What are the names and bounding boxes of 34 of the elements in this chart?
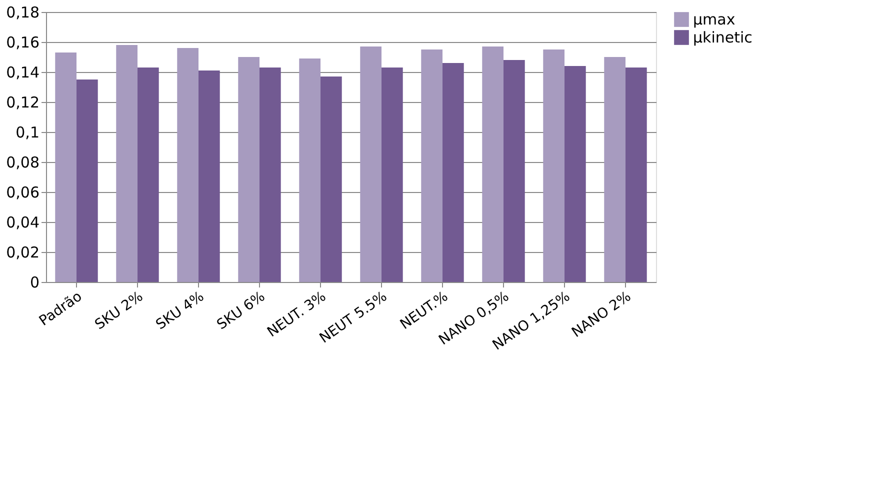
y-tick-label: 0,12 — [6, 94, 40, 112]
bar — [238, 57, 260, 282]
y-tick-label: 0,06 — [6, 184, 40, 202]
bar — [382, 68, 403, 282]
y-tick-label: 0,02 — [6, 244, 40, 262]
y-tick-label: 0,08 — [6, 154, 40, 172]
bar — [564, 66, 586, 282]
bar — [543, 50, 564, 282]
y-tick-label: 0,1 — [16, 124, 40, 142]
x-tick-label: SKU 2% — [92, 288, 146, 334]
bar — [76, 80, 98, 282]
y-tick-label: 0,04 — [6, 214, 40, 232]
y-tick-label: 0,16 — [6, 34, 40, 52]
bar — [482, 46, 504, 282]
bar — [421, 50, 442, 282]
bar — [504, 60, 525, 282]
bar — [198, 70, 220, 282]
bar — [260, 68, 281, 282]
bar — [604, 57, 626, 282]
y-tick-label: 0,18 — [6, 4, 40, 22]
x-tick-label: SKU 4% — [153, 288, 208, 334]
bar — [177, 48, 198, 282]
bar — [116, 45, 138, 282]
legend-label: µmax — [693, 10, 736, 28]
bar — [55, 52, 76, 282]
bar — [626, 68, 647, 282]
bar — [320, 76, 342, 282]
legend-label: µkinetic — [693, 28, 752, 46]
bar — [442, 63, 464, 282]
bar — [299, 58, 320, 282]
bar — [360, 46, 382, 282]
y-tick-label: 0,14 — [6, 64, 40, 82]
y-tick-label: 0 — [30, 274, 40, 292]
bar — [138, 68, 159, 282]
